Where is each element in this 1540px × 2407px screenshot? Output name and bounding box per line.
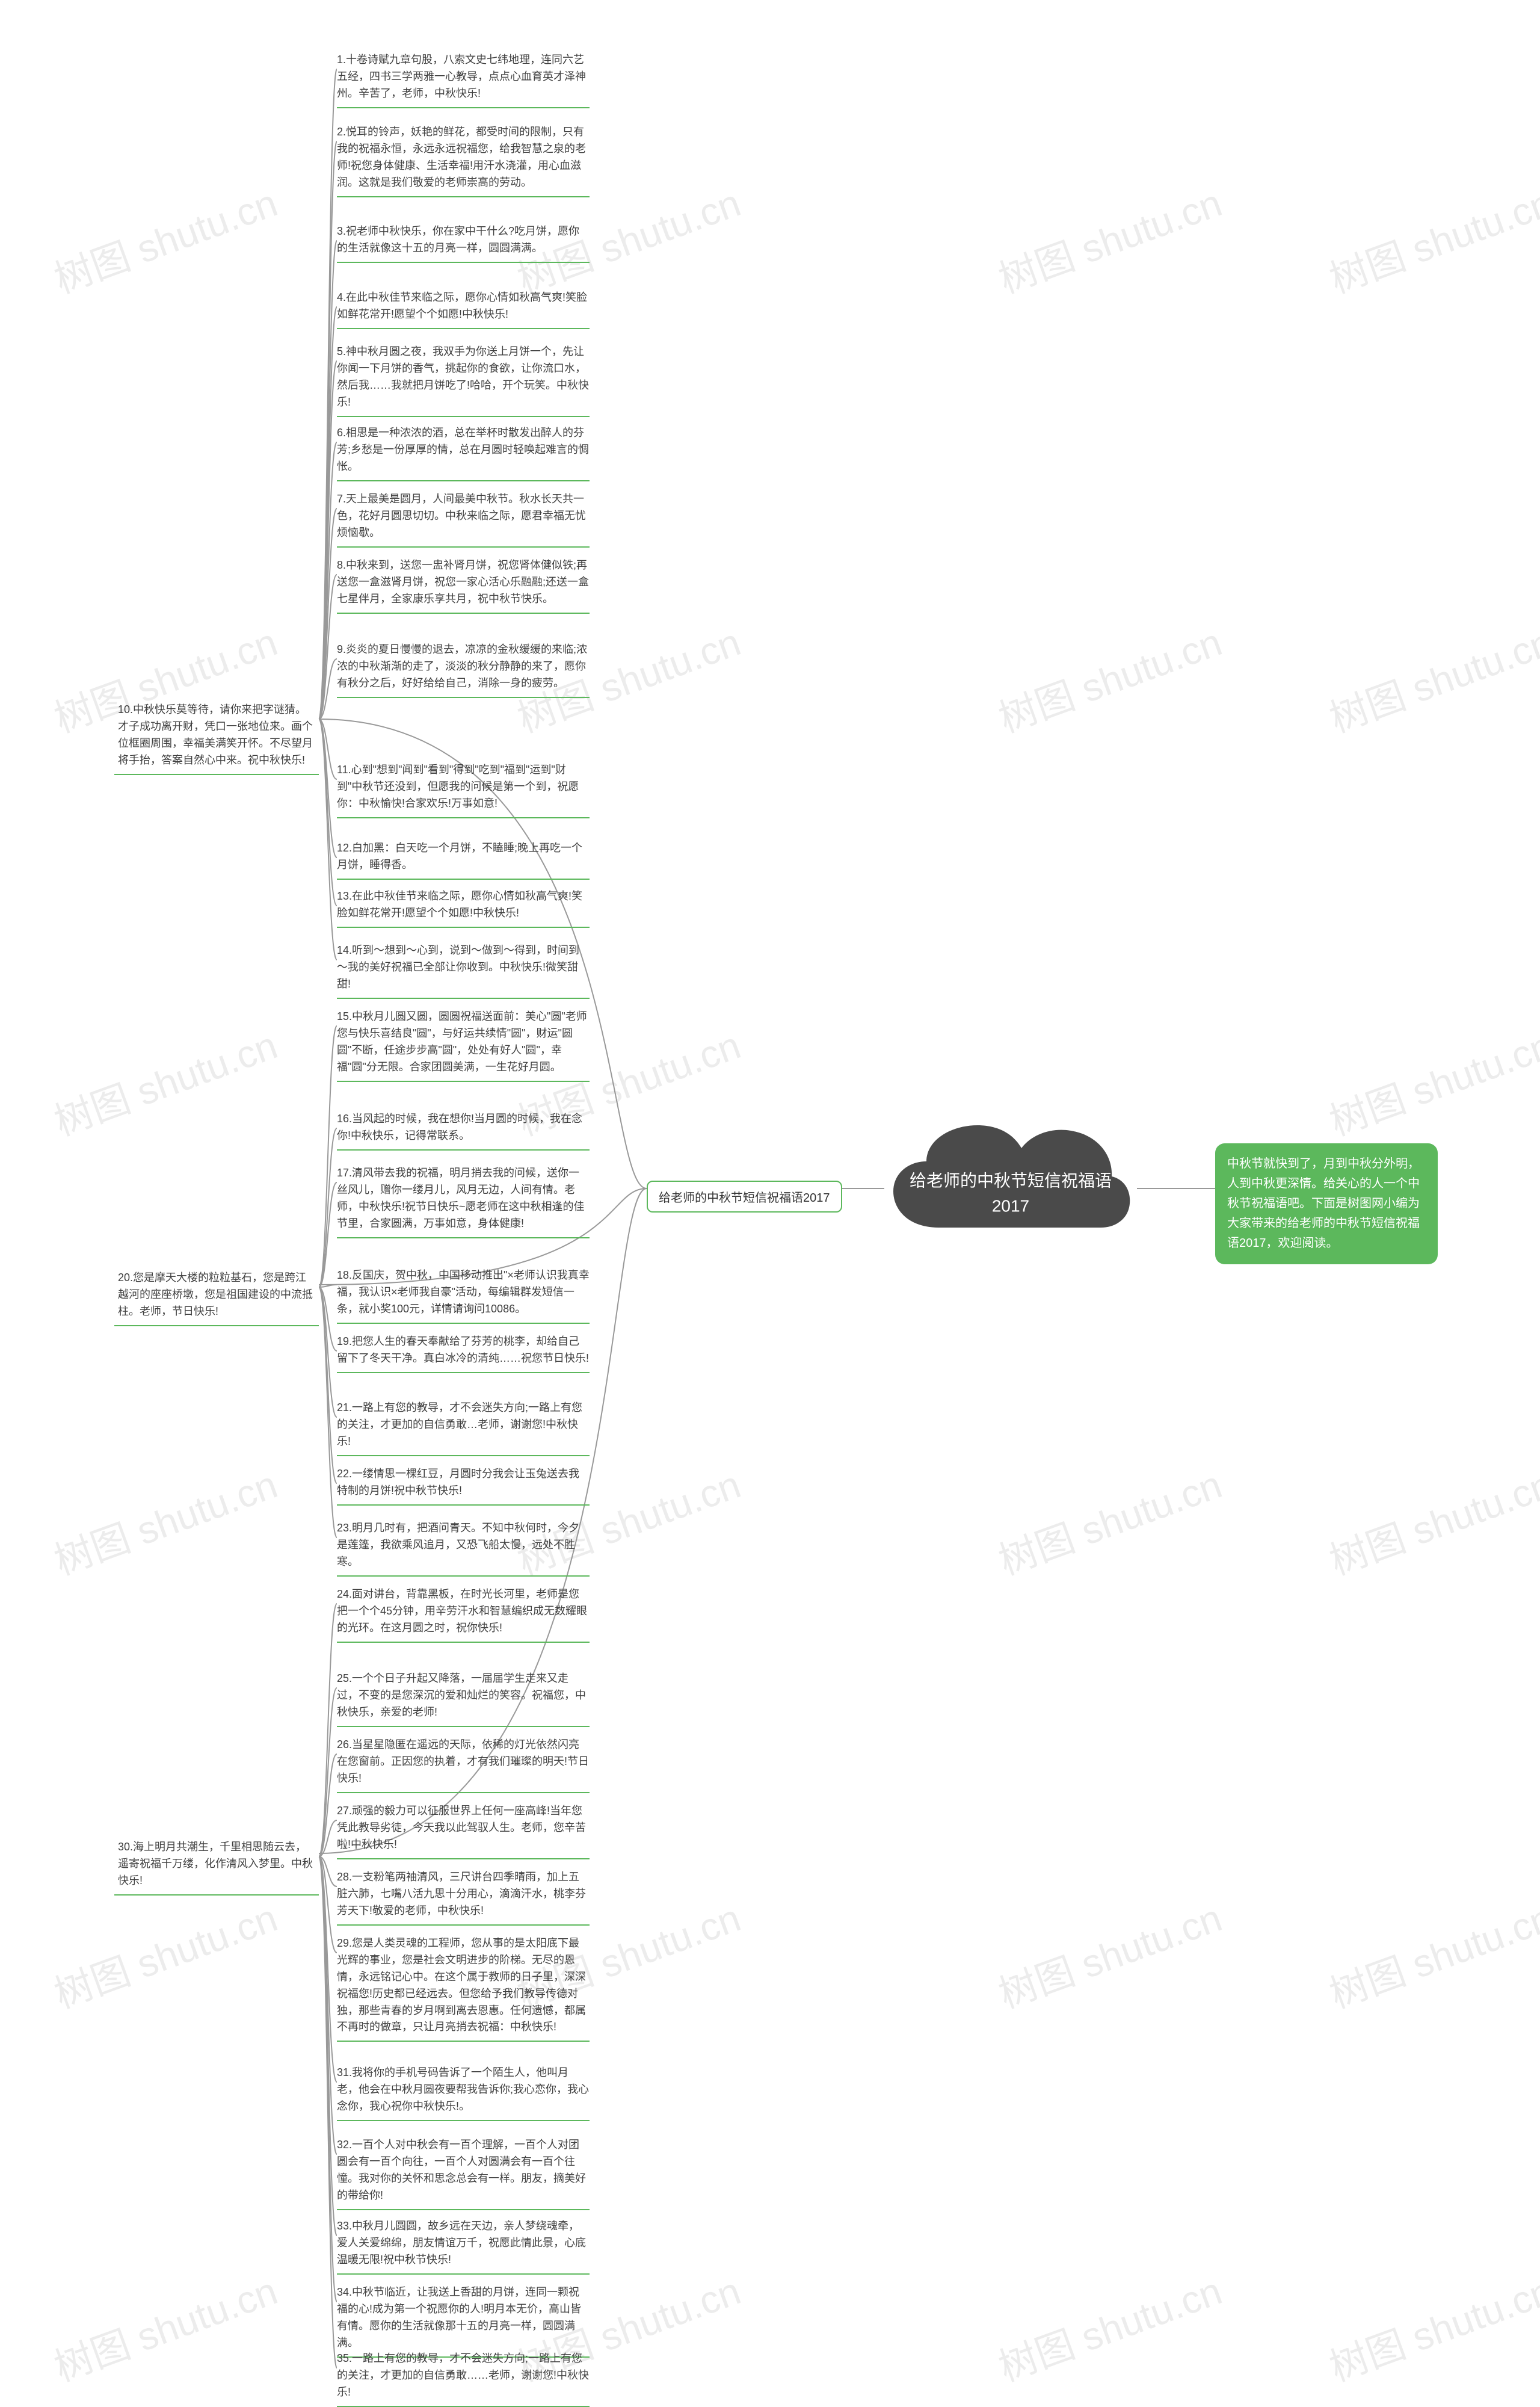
item-node[interactable]: 2.悦耳的铃声，妖艳的鲜花，都受时间的限制，只有我的祝福永恒，永远永远祝福您，给… (337, 120, 590, 197)
central-title: 给老师的中秋节短信祝福语2017 (910, 1168, 1112, 1219)
watermark-text: 树图 shutu.cn (46, 1454, 284, 1586)
item-node[interactable]: 31.我将你的手机号码告诉了一个陌生人，他叫月老，他会在中秋月圆夜要帮我告诉你;… (337, 2061, 590, 2121)
item-node[interactable]: 33.中秋月儿圆圆，故乡远在天边，亲人梦绕魂牵，爱人关爱绵绵，朋友情谊万千，祝愿… (337, 2214, 590, 2275)
item-node[interactable]: 23.明月几时有，把酒问青天。不知中秋何时，今夕是莲篷，我欲乘风追月，又恐飞船太… (337, 1516, 590, 1577)
watermark-text: 树图 shutu.cn (990, 1454, 1228, 1586)
item-node[interactable]: 11.心到"想到"闻到"看到"得到"吃到"福到"运到"财到"中秋节还没到，但愿我… (337, 758, 590, 818)
item-node[interactable]: 29.您是人类灵魂的工程师，您从事的是太阳底下最光辉的事业，您是社会文明进步的阶… (337, 1932, 590, 2042)
left-title-text: 给老师的中秋节短信祝福语2017 (659, 1191, 830, 1205)
item-node[interactable]: 35.一路上有您的教导，才不会迷失方向;一路上有您的关注，才更加的自信勇敢……老… (337, 2347, 590, 2407)
item-node[interactable]: 7.天上最美是圆月，人间最美中秋节。秋水长天共一色，花好月圆思切切。中秋来临之际… (337, 487, 590, 548)
level3-node[interactable]: 20.您是摩天大楼的粒粒基石，您是跨江越河的座座桥墩，您是祖国建设的中流抵柱。老… (114, 1266, 319, 1326)
watermark-text: 树图 shutu.cn (990, 172, 1228, 304)
watermark-text: 树图 shutu.cn (990, 611, 1228, 743)
item-node[interactable]: 27.顽强的毅力可以征服世界上任何一座高峰!当年您凭此教导劣徒，今天我以此驾驭人… (337, 1799, 590, 1859)
item-node[interactable]: 32.一百个人对中秋会有一百个理解，一百个人对团圆会有一百个向往，一百个人对圆满… (337, 2133, 590, 2210)
watermark-text: 树图 shutu.cn (1321, 1454, 1540, 1586)
watermark-text: 树图 shutu.cn (1321, 172, 1540, 304)
left-title-node[interactable]: 给老师的中秋节短信祝福语2017 (647, 1181, 842, 1213)
item-node[interactable]: 5.神中秋月圆之夜，我双手为你送上月饼一个，先让你闻一下月饼的香气，挑起你的食欲… (337, 340, 590, 417)
level3-node[interactable]: 30.海上明月共潮生，千里相思随云去，遥寄祝福千万缕，化作清风入梦里。中秋快乐! (114, 1835, 319, 1896)
item-node[interactable]: 1.十卷诗赋九章句股，八索文史七纬地理，连同六艺五经，四书三学两雅一心教导，点点… (337, 48, 590, 108)
item-node[interactable]: 34.中秋节临近，让我送上香甜的月饼，连同一颗祝福的心!成为第一个祝愿你的人!明… (337, 2281, 590, 2358)
item-node[interactable]: 14.听到～想到～心到，说到～做到～得到，时间到～我的美好祝福已全部让你收到。中… (337, 939, 590, 999)
level3-node[interactable]: 10.中秋快乐莫等待，请你来把字谜猜。才子成功离开财，凭口一张地位来。画个位框圈… (114, 698, 319, 775)
central-node[interactable]: 给老师的中秋节短信祝福语2017 (884, 1119, 1137, 1258)
watermark-text: 树图 shutu.cn (990, 1887, 1228, 2019)
item-node[interactable]: 8.中秋来到，送您一盅补肾月饼，祝您肾体健似铁;再送您一盒滋肾月饼，祝您一家心活… (337, 554, 590, 614)
item-node[interactable]: 15.中秋月儿圆又圆，圆圆祝福送面前：美心"圆"老师您与快乐喜结良"圆"，与好运… (337, 1005, 590, 1082)
watermark-text: 树图 shutu.cn (990, 2260, 1228, 2392)
item-node[interactable]: 22.一缕情思一棵红豆，月圆时分我会让玉兔送去我特制的月饼!祝中秋节快乐! (337, 1462, 590, 1506)
description-text: 中秋节就快到了，月到中秋分外明，人到中秋更深情。给关心的人一个中秋节祝福语吧。下… (1227, 1157, 1420, 1250)
item-node[interactable]: 28.一支粉笔两袖清风，三尺讲台四季晴雨，加上五脏六肺，七嘴八活九思十分用心，滴… (337, 1865, 590, 1926)
item-node[interactable]: 16.当风起的时候，我在想你!当月圆的时候，我在念你!中秋快乐，记得常联系。 (337, 1107, 590, 1151)
item-node[interactable]: 17.清风带去我的祝福，明月捎去我的问候，送你一丝风儿，赠你一缕月儿，风月无边，… (337, 1161, 590, 1238)
watermark-text: 树图 shutu.cn (1321, 1887, 1540, 2019)
watermark-text: 树图 shutu.cn (46, 1015, 284, 1146)
item-node[interactable]: 3.祝老师中秋快乐，你在家中干什么?吃月饼，愿你的生活就像这十五的月亮一样，圆圆… (337, 220, 590, 263)
item-node[interactable]: 25.一个个日子升起又降落，一届届学生走来又走过，不变的是您深沉的爱和灿烂的笑容… (337, 1667, 590, 1727)
item-node[interactable]: 13.在此中秋佳节来临之际，愿你心情如秋高气爽!笑脸如鲜花常开!愿望个个如愿!中… (337, 885, 590, 928)
item-node[interactable]: 26.当星星隐匿在遥远的天际，依稀的灯光依然闪亮在您窗前。正因您的执着，才有我们… (337, 1733, 590, 1793)
watermark-text: 树图 shutu.cn (46, 1887, 284, 2019)
item-node[interactable]: 9.炎炎的夏日慢慢的退去，凉凉的金秋缓缓的来临;浓浓的中秋渐渐的走了，淡淡的秋分… (337, 638, 590, 698)
item-node[interactable]: 19.把您人生的春天奉献给了芬芳的桃李，却给自己留下了冬天干净。真白冰冷的清纯…… (337, 1330, 590, 1373)
description-node[interactable]: 中秋节就快到了，月到中秋分外明，人到中秋更深情。给关心的人一个中秋节祝福语吧。下… (1215, 1143, 1438, 1264)
item-node[interactable]: 4.在此中秋佳节来临之际，愿你心情如秋高气爽!笑脸如鲜花常开!愿望个个如愿!中秋… (337, 286, 590, 329)
item-node[interactable]: 6.相思是一种浓浓的酒，总在举杯时散发出醉人的芬芳;乡愁是一份厚厚的情，总在月圆… (337, 421, 590, 481)
watermark-text: 树图 shutu.cn (1321, 1015, 1540, 1146)
item-node[interactable]: 24.面对讲台，背靠黑板，在时光长河里，老师是您把一个个45分钟，用辛劳汗水和智… (337, 1583, 590, 1643)
item-node[interactable]: 12.白加黑：白天吃一个月饼，不瞌睡;晚上再吃一个月饼，睡得香。 (337, 836, 590, 880)
item-node[interactable]: 18.反国庆，贺中秋，中国移动推出"×老师认识我真幸福，我认识×老师我自豪"活动… (337, 1264, 590, 1324)
watermark-text: 树图 shutu.cn (1321, 611, 1540, 743)
watermark-text: 树图 shutu.cn (46, 172, 284, 304)
item-node[interactable]: 21.一路上有您的教导，才不会迷失方向;一路上有您的关注，才更加的自信勇敢…老师… (337, 1396, 590, 1456)
watermark-text: 树图 shutu.cn (46, 2260, 284, 2392)
watermark-text: 树图 shutu.cn (1321, 2260, 1540, 2392)
